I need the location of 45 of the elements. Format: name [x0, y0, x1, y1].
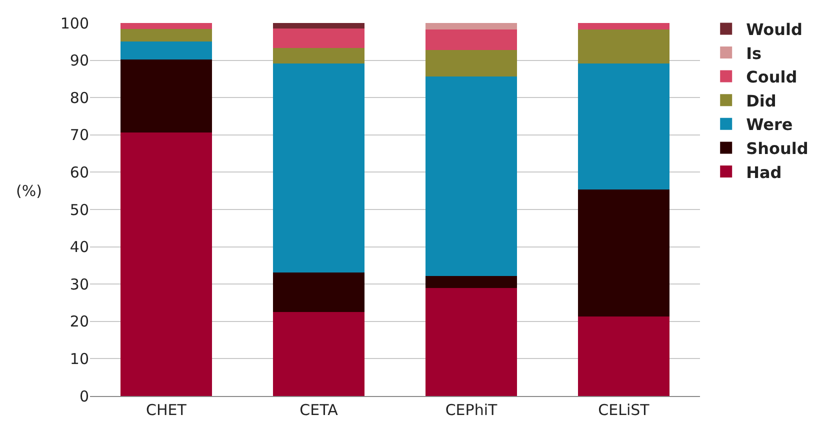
legend-label: Did [746, 91, 776, 110]
bar [273, 272, 364, 312]
bar [120, 41, 212, 60]
bar [426, 50, 517, 77]
bar [426, 30, 517, 50]
y-tick-label: 50 [70, 200, 89, 219]
legend-label: Would [746, 20, 803, 39]
legend-label: Should [746, 138, 808, 158]
y-axis-title: (%) [16, 182, 42, 200]
y-tick-label: 80 [70, 88, 89, 107]
bar [120, 60, 212, 132]
y-tick-label: 90 [70, 52, 89, 70]
bar [578, 23, 670, 30]
bar [120, 23, 212, 29]
bar [273, 28, 364, 48]
x-tick-label: CELiST [598, 401, 650, 419]
bar [426, 76, 517, 276]
bar [578, 63, 670, 190]
bar [578, 190, 670, 317]
legend-label: Is [746, 44, 762, 63]
bar [578, 30, 670, 64]
bar [578, 316, 670, 396]
legend-label: Had [746, 162, 782, 182]
bar [120, 132, 212, 396]
y-tick-label: 30 [70, 275, 89, 294]
bar [120, 28, 212, 42]
y-tick-label: 40 [70, 238, 89, 256]
bar [273, 23, 364, 29]
x-tick-label: CEPhiT [445, 401, 498, 419]
y-tick-label: 70 [70, 126, 89, 144]
bar [273, 48, 364, 64]
bar [273, 312, 364, 396]
y-tick-label: 20 [70, 312, 89, 331]
bar [426, 276, 517, 288]
legend-label: Could [746, 68, 798, 87]
y-tick-label: 60 [70, 163, 89, 182]
bar [426, 23, 517, 30]
x-tick-label: CETA [300, 401, 339, 419]
bar [426, 288, 517, 396]
y-tick-label: 0 [79, 387, 89, 406]
legend-label: Were [746, 115, 793, 134]
bar [273, 63, 364, 273]
x-tick-label: CHET [146, 401, 188, 419]
y-tick-label: 100 [60, 14, 89, 32]
y-tick-label: 10 [70, 350, 89, 368]
